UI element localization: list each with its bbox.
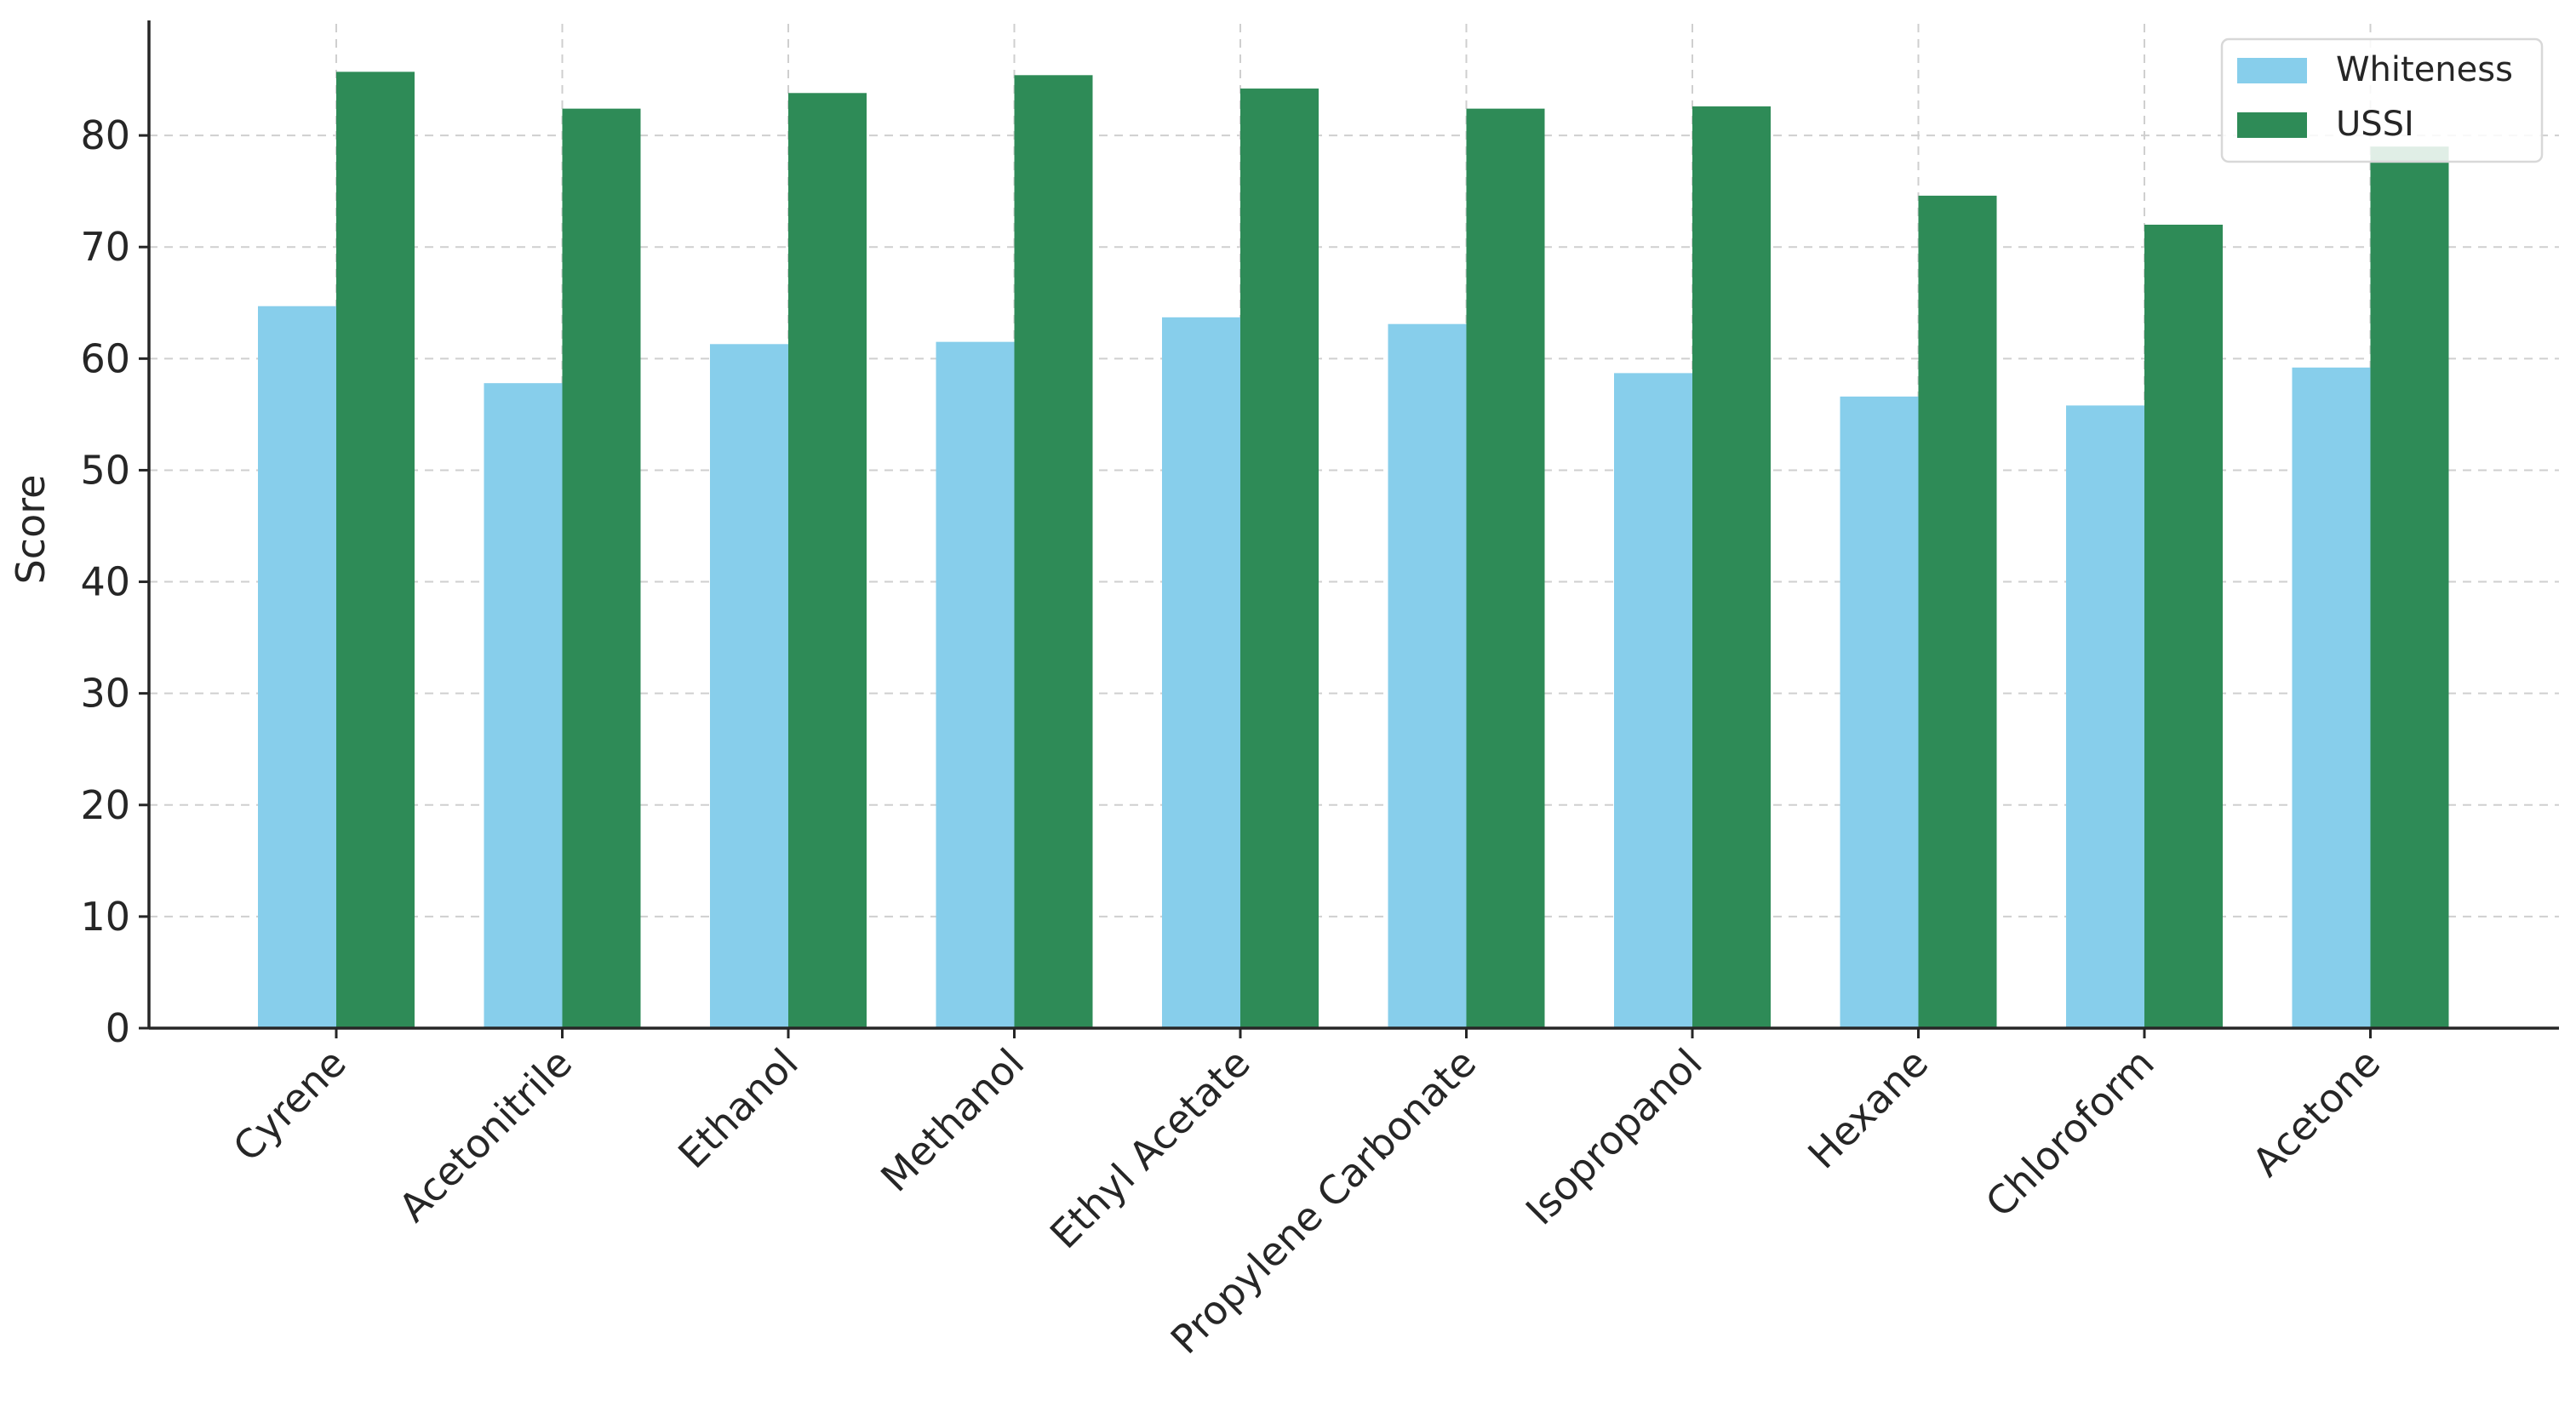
y-tick-label: 10 [80, 894, 130, 940]
x-tick-label: Hexane [1799, 1040, 1937, 1178]
bar-ussi-ethanol [788, 93, 867, 1028]
bar-whiteness-ethanol [710, 344, 788, 1028]
y-tick-label: 70 [80, 224, 130, 270]
x-tick-label: Ethyl Acetate [1041, 1040, 1259, 1258]
y-tick-label: 80 [80, 112, 130, 158]
bar-ussi-chloroform [2144, 225, 2223, 1028]
x-tick-label: Chloroform [1977, 1040, 2163, 1226]
x-tick-label: Ethanol [669, 1040, 807, 1178]
bar-whiteness-isopropanol [1614, 373, 1692, 1028]
y-tick-label: 30 [80, 671, 130, 717]
axes-layer [147, 20, 2559, 1030]
x-tick-label: Methanol [872, 1040, 1033, 1201]
y-tick-label: 20 [80, 782, 130, 828]
y-axis-label: Score [8, 475, 54, 585]
bar-ussi-isopropanol [1692, 106, 1771, 1029]
bar-whiteness-cyrene [258, 306, 336, 1028]
bar-ussi-cyrene [336, 71, 415, 1028]
y-tick-label: 60 [80, 335, 130, 381]
y-tick-label: 0 [106, 1005, 130, 1051]
x-tick-label: Cyrene [224, 1040, 354, 1170]
bar-ussi-acetonitrile [562, 108, 641, 1029]
x-tick-label: Acetonitrile [390, 1040, 581, 1231]
bar-ussi-methanol [1014, 75, 1093, 1028]
y-tick-label: 40 [80, 559, 130, 605]
bars-layer [258, 71, 2449, 1029]
y-tick-label: 50 [80, 447, 130, 493]
bar-whiteness-hexane [1840, 396, 1919, 1028]
legend-swatch-ussi [2237, 112, 2307, 138]
bar-whiteness-acetone [2292, 367, 2371, 1028]
x-tick-labels: Cyrene Acetonitrile Ethanol Methanol Ethyl A… [224, 1028, 2389, 1363]
x-tick-label: Acetone [2243, 1040, 2389, 1186]
legend-swatch-whiteness [2237, 58, 2307, 83]
y-tick-labels: 0 10 20 30 40 50 60 70 80 [80, 112, 149, 1051]
legend-label-ussi: USSI [2336, 105, 2414, 144]
bar-whiteness-propylene-carbonate [1388, 323, 1467, 1028]
bar-whiteness-methanol [936, 341, 1015, 1029]
legend-label-whiteness: Whiteness [2336, 50, 2513, 89]
bar-ussi-ethyl-acetate [1240, 89, 1319, 1029]
bar-ussi-propylene-carbonate [1466, 108, 1545, 1029]
legend: Whiteness USSI [2220, 37, 2544, 163]
bar-whiteness-acetonitrile [484, 383, 563, 1029]
bar-whiteness-ethyl-acetate [1162, 317, 1240, 1028]
bar-ussi-hexane [1918, 195, 1997, 1028]
bar-whiteness-chloroform [2066, 405, 2144, 1028]
bar-ussi-acetone [2370, 146, 2449, 1029]
x-tick-label: Isopropanol [1517, 1040, 1711, 1234]
